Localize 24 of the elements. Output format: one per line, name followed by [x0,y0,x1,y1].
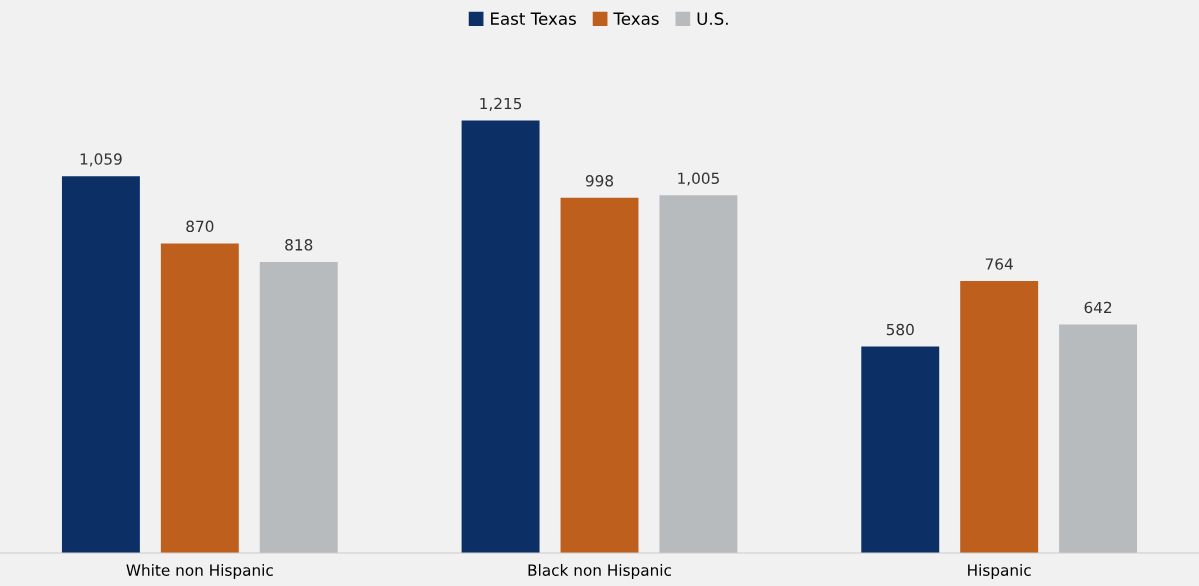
bar [1059,324,1138,553]
bar [259,261,338,553]
legend-label: U.S. [697,12,728,25]
bar [160,243,239,553]
x-tick-label: Hispanic [968,564,1031,579]
data-label: 642 [1084,301,1112,314]
data-label: 1,215 [480,97,522,111]
bar [560,197,639,553]
data-label: 870 [186,220,214,233]
legend-label: Texas [613,12,659,25]
data-label: 764 [985,258,1013,270]
data-label: 818 [285,239,313,251]
x-tick-label: Black non Hispanic [528,564,671,579]
x-tick-label: White non Hispanic [126,564,273,579]
bar [61,176,140,553]
data-label: 1,005 [678,172,719,186]
bar [659,195,738,553]
bar [861,346,940,553]
bar [461,120,540,553]
data-label: 580 [886,323,914,336]
legend-label: East Texas [491,12,576,25]
bar [960,281,1039,553]
data-label: 998 [585,174,614,187]
data-label: 1,059 [80,153,122,167]
